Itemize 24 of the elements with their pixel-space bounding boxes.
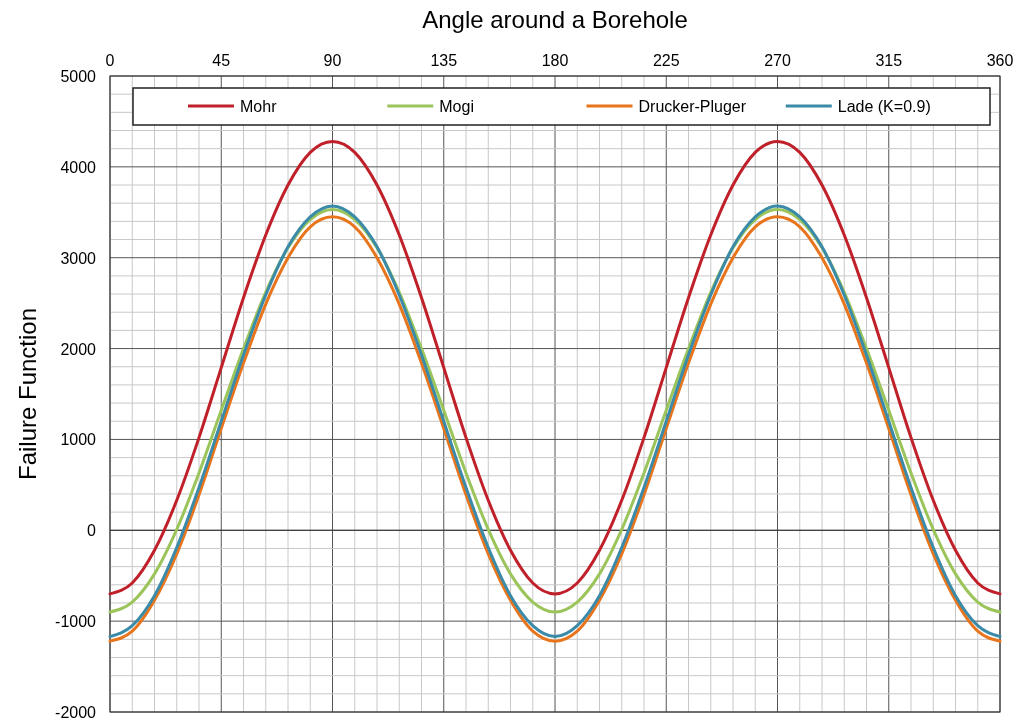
- x-tick-label: 0: [105, 52, 115, 69]
- x-tick-label: 90: [323, 52, 342, 69]
- y-axis-title: Failure Function: [14, 307, 41, 481]
- y-tick-label: 2000: [60, 340, 97, 358]
- x-tick-label: 315: [875, 52, 903, 69]
- x-tick-label: 45: [212, 52, 231, 69]
- y-tick-label: -2000: [55, 704, 97, 721]
- y-tick-label: 3000: [60, 249, 97, 267]
- x-tick-label: 135: [430, 52, 458, 69]
- legend-label: Drucker-Pluger: [638, 98, 747, 115]
- y-tick-label: -1000: [55, 613, 97, 631]
- line-series: [108, 139, 1002, 596]
- y-tick-label: 5000: [60, 68, 97, 85]
- y-tick-label: 1000: [60, 431, 97, 449]
- x-tick-label: 180: [541, 52, 569, 69]
- x-tick-label: 225: [652, 52, 680, 69]
- x-tick-label: 360: [986, 52, 1014, 69]
- x-axis-title: Angle around a Borehole: [422, 6, 688, 33]
- x-tick-label: 270: [764, 52, 791, 69]
- legend-label: Mogi: [439, 98, 474, 115]
- legend-label: Mohr: [240, 98, 278, 115]
- y-tick-label: 4000: [60, 158, 97, 176]
- y-tick-label: 0: [87, 522, 97, 540]
- legend-label: Lade (K=0.9): [837, 98, 931, 115]
